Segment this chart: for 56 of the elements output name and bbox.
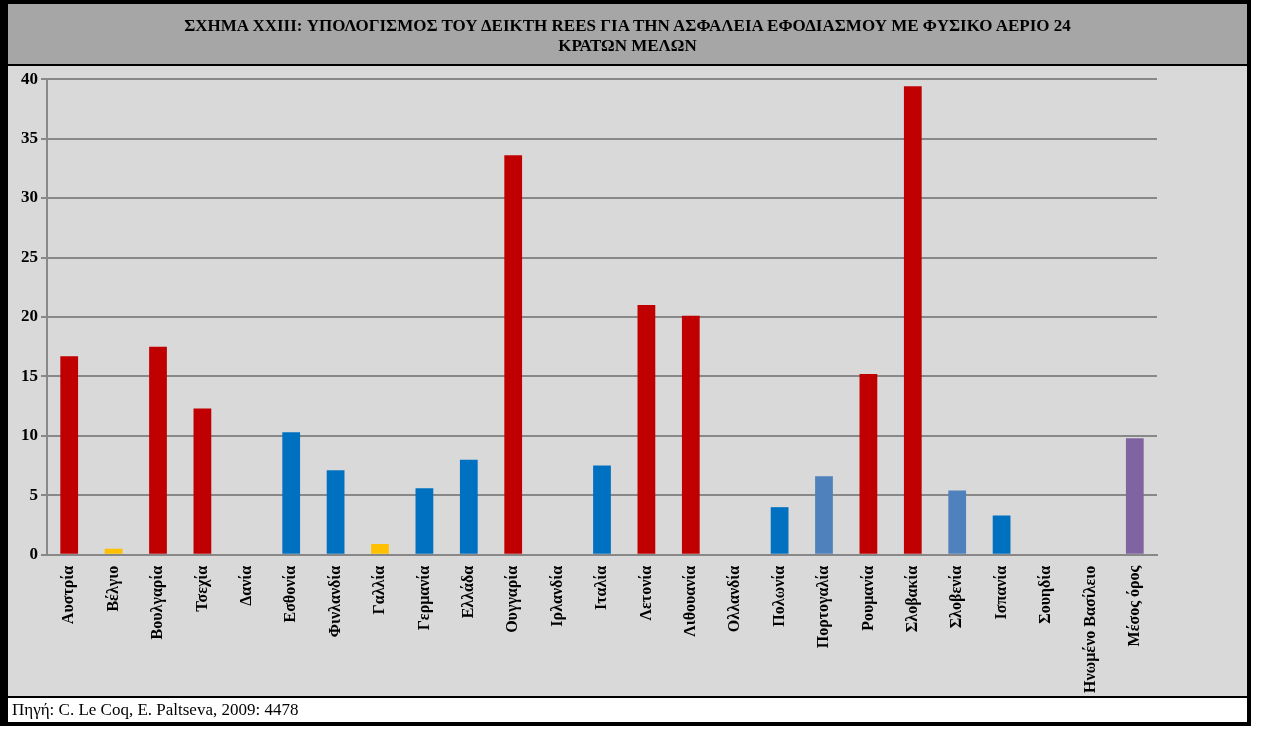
x-tick-label: Ηνωμένο Βασίλειο bbox=[1080, 565, 1099, 693]
chart-title: ΣΧΗΜΑ XXIII: ΥΠΟΛΟΓΙΣΜΟΣ ΤΟΥ ΔΕΙΚΤΗ REES ΓΙΑ ΤΗΝ ΑΣΦΑΛΕΙΑ ΕΦΟΔΙΑΣΜΟΥ ΜΕ ΦΥΣΙΚΟ ΑΕΡΙΟ 24 ΚΡΑΤΩΝ ΜΕΛΩΝ bbox=[8, 4, 1247, 66]
x-tick-label: Πολωνία bbox=[769, 565, 787, 627]
x-tick-label: Ιρλανδία bbox=[547, 565, 566, 627]
bar bbox=[326, 470, 345, 554]
x-tick-label: Σλοβενία bbox=[947, 565, 966, 629]
y-tick-label: 15 bbox=[21, 365, 38, 385]
x-tick-label: Βουλγαρία bbox=[148, 565, 167, 640]
x-tick-label: Γαλλία bbox=[370, 565, 388, 615]
y-tick-label: 25 bbox=[21, 246, 38, 266]
x-tick-label: Φινλανδία bbox=[325, 565, 343, 638]
bar bbox=[459, 459, 478, 554]
x-tick-label: Βέλγιο bbox=[103, 565, 122, 612]
x-tick-label: Σλοβακία bbox=[902, 565, 921, 633]
x-tick-label: Ολλανδία bbox=[725, 565, 743, 633]
bar bbox=[149, 346, 167, 554]
x-tick-label: Δανία bbox=[236, 565, 254, 606]
x-tick-label: Εσθονία bbox=[281, 565, 299, 623]
y-tick-label: 0 bbox=[29, 544, 38, 564]
bar bbox=[815, 476, 833, 554]
bar bbox=[104, 548, 123, 554]
bar bbox=[770, 507, 789, 554]
text: Πηγή: C. Le Coq, E. Paltseva, 2009: 4478 bbox=[11, 699, 300, 721]
bar bbox=[415, 488, 434, 554]
x-tick-label: Τσεχία bbox=[192, 565, 211, 612]
y-tick-label: 40 bbox=[21, 68, 38, 88]
bar bbox=[681, 315, 700, 554]
x-tick-label: Γερμανία bbox=[414, 565, 433, 631]
x-tick-label: Ελλάδα bbox=[458, 565, 476, 619]
bar bbox=[60, 356, 79, 554]
bar bbox=[992, 515, 1011, 554]
x-tick-label: Πορτογαλία bbox=[814, 565, 833, 649]
x-tick-label: Λιθουανία bbox=[680, 565, 698, 637]
bar bbox=[282, 432, 301, 554]
x-tick-label: Ιταλία bbox=[592, 565, 610, 611]
bar bbox=[637, 305, 656, 554]
y-tick-label: 5 bbox=[29, 484, 38, 504]
x-tick-label: Αυστρία bbox=[59, 565, 78, 625]
y-tick-label: 35 bbox=[21, 128, 38, 148]
y-tick-label: 30 bbox=[21, 187, 38, 207]
bar bbox=[371, 544, 389, 554]
bar bbox=[504, 155, 523, 554]
bar bbox=[859, 374, 878, 554]
x-tick-label: Ουγγαρία bbox=[503, 565, 522, 633]
y-tick-label: 20 bbox=[21, 306, 38, 326]
x-tick-label: Ισπανία bbox=[991, 565, 1009, 620]
x-tick-label: Λετονία bbox=[636, 565, 654, 621]
bar bbox=[1125, 438, 1144, 554]
x-tick-label: Ρουμανία bbox=[858, 565, 877, 631]
bar bbox=[193, 408, 212, 554]
y-tick-label: 10 bbox=[21, 425, 38, 445]
x-tick-label: Σουηδία bbox=[1036, 565, 1055, 624]
bar bbox=[948, 490, 967, 554]
bar bbox=[903, 86, 922, 554]
x-tick-label: Μέσος όρος bbox=[1124, 565, 1143, 647]
bar bbox=[593, 465, 611, 554]
